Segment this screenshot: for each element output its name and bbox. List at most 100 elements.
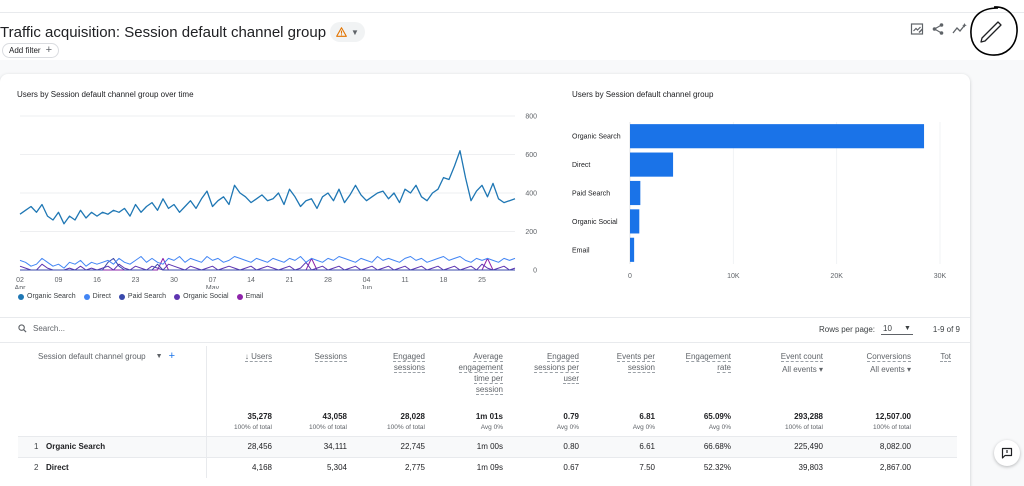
column-header[interactable]: Events per session bbox=[585, 346, 661, 408]
legend-dot bbox=[118, 293, 125, 300]
chevron-down-icon[interactable]: ▼ bbox=[155, 353, 163, 360]
bar-organic-search[interactable] bbox=[630, 124, 925, 149]
metric-filter-select[interactable]: All events ▾ bbox=[782, 365, 823, 374]
column-header[interactable]: Average engagement time per session bbox=[431, 346, 509, 408]
table-search[interactable]: Search... bbox=[18, 324, 65, 333]
pagination-range: 1-9 of 9 bbox=[932, 325, 961, 334]
x-tick-label: 04 bbox=[363, 277, 371, 284]
table-cell: 2,775 bbox=[404, 463, 425, 473]
table-cell bbox=[917, 436, 957, 457]
category-label: Direct bbox=[572, 162, 590, 169]
legend-label: Paid Search bbox=[127, 293, 167, 300]
series-line-direct[interactable] bbox=[19, 256, 516, 269]
row-index: 2 bbox=[34, 463, 39, 473]
y-tick-label: 600 bbox=[525, 152, 537, 159]
table-cell: 5,304 bbox=[326, 463, 347, 473]
x-tick-label: 11 bbox=[401, 277, 408, 284]
feedback-button[interactable] bbox=[994, 440, 1020, 466]
bar-organic-social[interactable] bbox=[630, 209, 640, 234]
column-header-label: session bbox=[627, 363, 655, 373]
metric-filter-select[interactable]: All events ▾ bbox=[870, 365, 911, 374]
column-header[interactable]: ↓ Users bbox=[206, 346, 278, 408]
series-line-organic-search[interactable] bbox=[19, 150, 516, 225]
bar-direct[interactable] bbox=[630, 152, 674, 177]
legend-label: Organic Search bbox=[27, 293, 76, 300]
x-tick-label: 21 bbox=[286, 277, 294, 284]
warning-icon bbox=[336, 27, 347, 37]
category-label: Email bbox=[572, 247, 590, 254]
column-header[interactable]: Event count All events ▾ bbox=[737, 346, 829, 408]
table-cell: 2,867.00 bbox=[879, 463, 911, 473]
customize-report-icon[interactable] bbox=[910, 22, 924, 36]
column-header[interactable]: Engaged sessions per user bbox=[509, 346, 585, 408]
add-filter-label: Add filter bbox=[9, 46, 41, 55]
column-header[interactable]: Tot bbox=[917, 346, 957, 408]
column-header-label: Event count bbox=[780, 352, 823, 362]
totals-sub: 100% of total bbox=[785, 424, 823, 431]
totals-sub: 100% of total bbox=[309, 424, 347, 431]
chevron-down-icon: ▼ bbox=[351, 27, 359, 37]
totals-cell: 65.09% Avg 0% bbox=[661, 408, 737, 436]
search-input[interactable]: Search... bbox=[33, 324, 66, 333]
legend-label: Organic Social bbox=[183, 293, 229, 300]
report-header: Traffic acquisition: Session default cha… bbox=[0, 18, 365, 46]
legend-label: Direct bbox=[92, 293, 111, 300]
dimension-header[interactable]: Session default channel group ▼ + bbox=[18, 346, 207, 408]
column-header[interactable]: Engagement rate bbox=[661, 346, 737, 408]
totals-value: 28,028 bbox=[400, 412, 425, 421]
legend-item[interactable]: Direct bbox=[83, 293, 111, 300]
table-row[interactable]: 1 Organic Search 28,456 34,111 22,745 1m 00s 0… bbox=[18, 436, 957, 457]
dimension-cell: 2 Direct bbox=[18, 457, 207, 478]
column-header[interactable]: Sessions bbox=[278, 346, 353, 408]
x-tick-sublabel: Jun bbox=[361, 285, 372, 289]
legend-item[interactable]: Email bbox=[236, 293, 263, 300]
x-tick-label: 16 bbox=[93, 277, 101, 284]
legend-item[interactable]: Paid Search bbox=[118, 293, 167, 300]
totals-cell: 6.81 Avg 0% bbox=[585, 408, 661, 436]
legend-item[interactable]: Organic Search bbox=[18, 293, 76, 300]
warning-chip[interactable]: ▼ bbox=[330, 22, 365, 42]
rows-per-page-label: Rows per page: bbox=[819, 325, 876, 334]
column-header-label: Conversions bbox=[866, 352, 911, 362]
bar-paid-search[interactable] bbox=[630, 180, 641, 206]
series-line-organic-social[interactable] bbox=[19, 261, 516, 271]
column-header[interactable]: Engaged sessions bbox=[353, 346, 431, 408]
totals-sub: 100% of total bbox=[234, 424, 272, 431]
column-header-label: time per bbox=[474, 374, 503, 384]
legend-item[interactable]: Organic Social bbox=[174, 293, 229, 300]
totals-value: 65.09% bbox=[703, 412, 731, 421]
table-cell: 6.61 bbox=[639, 442, 655, 451]
y-tick-label: 400 bbox=[525, 191, 537, 198]
totals-sub: Avg 0% bbox=[480, 424, 503, 431]
bar-chart: 0 10K 20K 30K Organic Search Direct Paid Searc… bbox=[572, 122, 947, 280]
totals-sub: Avg 0% bbox=[708, 424, 731, 431]
chart-legend: Organic Search Direct Paid Search Organic S… bbox=[18, 293, 263, 300]
report-card: Users by Session default channel group o… bbox=[0, 74, 970, 486]
column-header-label: Engaged bbox=[392, 352, 425, 362]
add-dimension-icon[interactable]: + bbox=[168, 350, 176, 362]
pencil-icon[interactable] bbox=[968, 4, 1020, 58]
table-row[interactable]: 2 Direct 4,168 5,304 2,775 1m 09s 0.67 7.50 52.3… bbox=[18, 457, 957, 478]
table-cell: 34,111 bbox=[323, 442, 347, 451]
section-divider bbox=[0, 317, 970, 318]
x-tick-label: 18 bbox=[440, 277, 448, 284]
bar-chart-title: Users by Session default channel group bbox=[572, 90, 714, 99]
table-cell: 1m 09s bbox=[476, 463, 503, 473]
share-icon[interactable] bbox=[931, 22, 945, 36]
series-line-paid-search[interactable] bbox=[20, 257, 515, 271]
column-header-label: ↓ Users bbox=[244, 352, 272, 362]
table-cell: 28,456 bbox=[247, 442, 272, 451]
table-cell: 7.50 bbox=[639, 463, 655, 473]
bar-email[interactable] bbox=[630, 237, 635, 262]
x-tick-sublabel: Apr bbox=[15, 285, 27, 289]
column-header-label: session bbox=[475, 385, 503, 395]
insights-icon[interactable] bbox=[952, 22, 968, 36]
column-header[interactable]: Conversions All events ▾ bbox=[829, 346, 917, 408]
totals-value: 43,058 bbox=[322, 412, 347, 421]
add-filter-button[interactable]: Add filter + bbox=[2, 43, 60, 58]
rows-per-page-value: 10 bbox=[883, 324, 892, 333]
column-header-label: rate bbox=[717, 363, 731, 373]
rows-per-page-select[interactable]: 10 ▼ bbox=[881, 324, 913, 335]
row-dimension-value: Direct bbox=[46, 463, 69, 473]
legend-dot bbox=[83, 293, 90, 300]
